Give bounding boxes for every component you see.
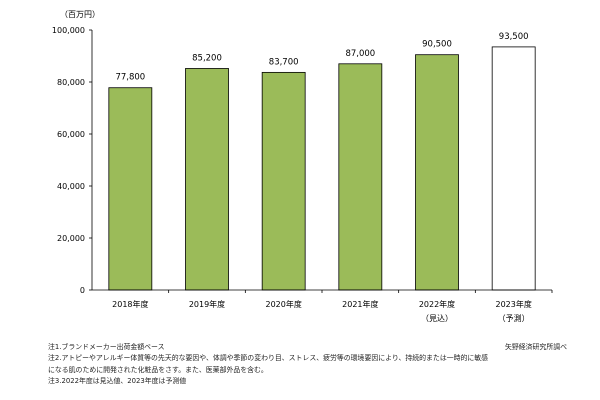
y-axis: 0 20,000 40,000 60,000 80,000 100,000: [52, 26, 93, 295]
y-tick-label: 60,000: [57, 130, 85, 139]
bar-2021年度: [338, 63, 383, 291]
bar-2023年度: [491, 46, 536, 291]
x-tick-label: 2021年度: [342, 299, 378, 309]
y-tick-label: 0: [80, 286, 85, 295]
bar-2018年度: [108, 87, 153, 291]
data-label: 83,700: [269, 57, 299, 67]
x-tick-label: 2023年度: [495, 299, 531, 309]
data-label: 90,500: [422, 40, 452, 50]
x-tick-sublabel: （予測）: [498, 313, 530, 323]
x-tick-sublabel: （見込）: [421, 314, 453, 323]
y-tick-label: 20,000: [57, 234, 85, 243]
y-axis-unit-label: （百万円）: [60, 10, 100, 19]
source-label: 矢野経済研究所調べ: [504, 343, 567, 351]
y-tick-label: 80,000: [57, 78, 85, 87]
footnote-1: 注1.ブランドメーカー出荷金額ベース: [48, 343, 165, 351]
data-label: 77,800: [115, 73, 145, 83]
footnote-2-continued: になる肌のために開発された化粧品をさす。また、医薬部外品を含む。: [48, 365, 268, 374]
bar-2019年度: [185, 68, 229, 291]
x-tick-label: 2022年度: [419, 299, 455, 309]
data-label: 85,200: [192, 53, 222, 63]
x-tick-label: 2019年度: [189, 299, 225, 309]
x-tick-label: 2018年度: [112, 299, 148, 309]
bar-chart: （百万円） 0 20,000 40,000 60,000 80,000 100,000 7…: [52, 10, 553, 323]
bars-group: 77,800 85,200 83,700 87,000 90,500 93,500: [108, 32, 536, 291]
data-label: 93,500: [499, 32, 529, 42]
bar-2020年度: [261, 71, 306, 291]
bar-2022年度: [415, 54, 459, 291]
y-tick-label: 100,000: [52, 26, 85, 35]
x-axis: 2018年度 2019年度 2020年度 2021年度 2022年度 （見込） 2023年度…: [112, 290, 553, 323]
footnote-3: 注3.2022年度は見込値、2023年度は予測値: [48, 377, 187, 386]
x-tick-label: 2020年度: [265, 299, 301, 309]
data-label: 87,000: [345, 49, 375, 59]
footnotes: 注1.ブランドメーカー出荷金額ベース 注2.アトピーやアレルギー体質等の先天的な…: [48, 342, 568, 388]
footnote-2: 注2.アトピーやアレルギー体質等の先天的な要因や、体調や季節の変わり目、ストレス…: [48, 354, 489, 363]
y-tick-label: 40,000: [57, 182, 85, 191]
